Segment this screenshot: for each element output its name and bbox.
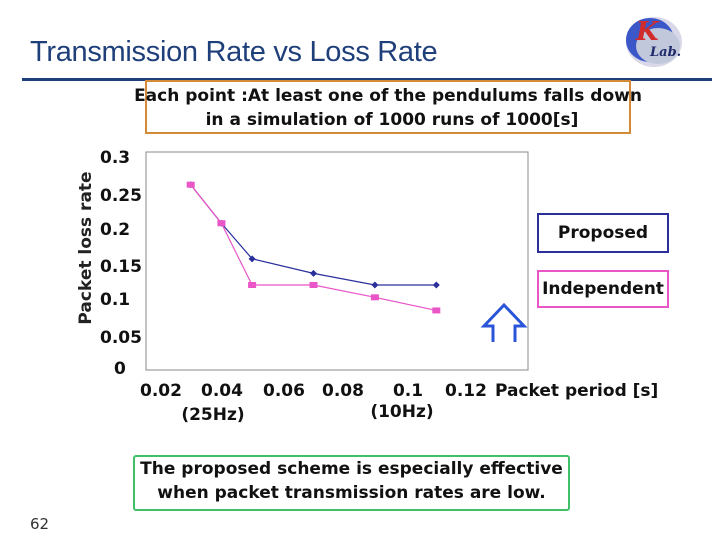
data-point-independent [309,281,318,288]
x-tick-label: 0.12 [445,381,487,401]
y-axis-label: Packet loss rate [76,171,96,325]
y-tick-label: 0 [114,359,126,379]
y-tick-label: 0.1 [100,290,131,310]
lab-logo-icon: K Lab. [626,17,682,67]
conclusion-line-1: The proposed scheme is especially effect… [140,459,563,479]
y-tick-label: 0.3 [100,148,131,168]
x-annotation-10hz: (10Hz) [370,402,434,422]
page-number: 62 [30,515,50,533]
title-underline [22,78,712,81]
logo-letter-k: K [635,17,660,47]
y-tick-label: 0.05 [100,328,142,348]
y-tick-label: 0.2 [100,220,131,240]
conclusion-line-2: when packet transmission rates are low. [157,483,546,503]
up-arrow-icon [480,302,528,342]
x-tick-label: 0.08 [322,381,364,401]
data-point-proposed [432,281,440,289]
series-line-independent [190,184,437,312]
data-point-proposed [248,255,256,263]
data-point-proposed [371,281,379,289]
x-tick-label: 0.1 [392,381,424,401]
x-annotation-25hz: (25Hz) [181,405,245,425]
slide-title: Transmission Rate vs Loss Rate [30,36,438,68]
note-line-2: in a simulation of 1000 runs of 1000[s] [205,110,579,130]
note-line-1: Each point :At least one of the pendulum… [134,86,642,106]
data-point-proposed [310,269,317,277]
y-tick-label: 0.25 [100,186,142,206]
conclusion-box [133,455,570,511]
data-point-independent [432,307,441,314]
plot-frame [145,151,529,371]
note-box [145,80,631,134]
x-tick-label: 0.04 [201,381,243,401]
y-tick-label: 0.15 [100,257,142,277]
logo-text-lab: Lab. [649,45,681,60]
x-axis-label: Packet period [s] [495,381,659,401]
data-point-independent [248,281,257,288]
legend-independent: Independent [537,270,669,308]
x-tick-label: 0.06 [263,381,305,401]
legend-proposed: Proposed [537,213,669,253]
x-tick-label: 0.02 [140,381,182,401]
data-point-independent [186,181,195,188]
data-point-independent [217,220,226,227]
data-point-independent [370,294,379,301]
